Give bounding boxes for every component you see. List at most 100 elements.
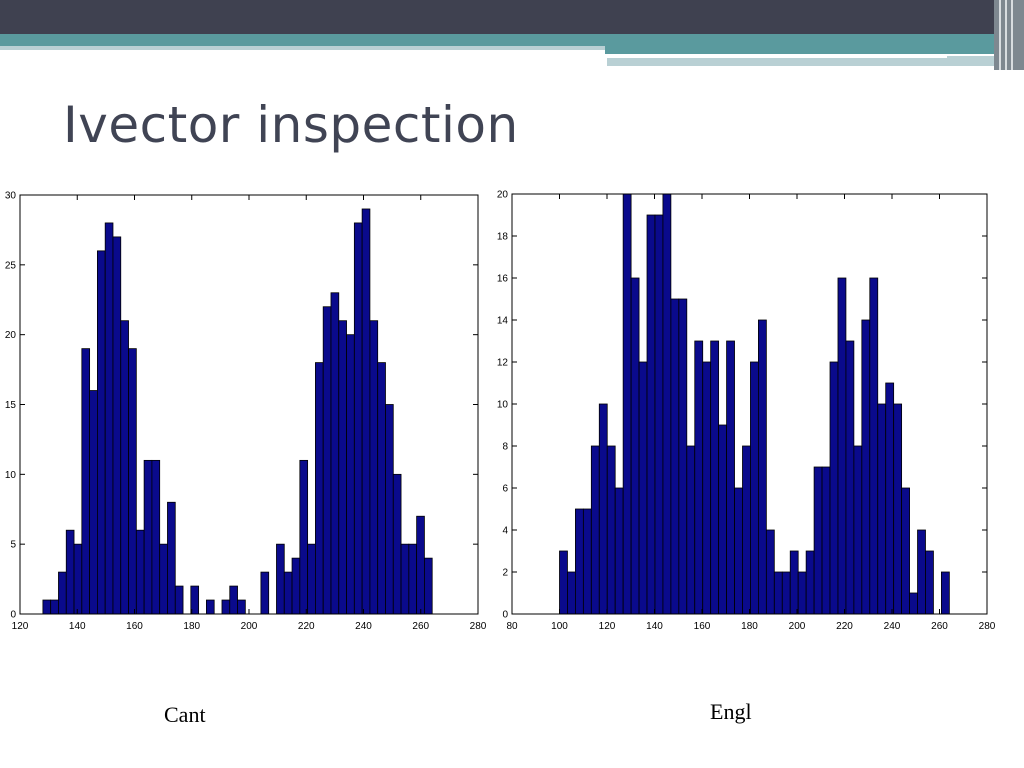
engl-bar <box>901 487 910 615</box>
engl-bar <box>694 340 704 615</box>
cant-bar <box>330 292 340 615</box>
header-edge-bars <box>994 0 1024 70</box>
cant-bar <box>89 390 98 615</box>
header-edge-line-1 <box>999 0 1001 70</box>
engl-bar <box>614 487 624 615</box>
histogram-cant: 120 140 160 180 200 220 240 260 280 0 5 10 15 20 25 30 <box>5 191 487 633</box>
engl-y-tick-label: 0 <box>502 610 508 621</box>
header-band <box>0 0 1024 70</box>
cant-bar <box>322 306 332 615</box>
engl-x-tick-label: 220 <box>836 621 853 632</box>
cant-bar <box>167 501 176 615</box>
engl-y-tick-label: 14 <box>497 316 509 327</box>
engl-y-tick-label: 18 <box>497 232 509 243</box>
engl-x-tick-label: 240 <box>884 621 901 632</box>
cant-bar <box>174 585 184 615</box>
engl-y-tick-label: 20 <box>497 190 509 201</box>
engl-y-tick-label: 6 <box>502 484 508 495</box>
engl-y-tick-label: 8 <box>502 442 508 453</box>
engl-bar <box>837 277 847 615</box>
cant-bar <box>120 320 129 615</box>
cant-bar <box>159 543 168 615</box>
engl-bar <box>662 193 672 615</box>
engl-bar <box>575 508 584 615</box>
engl-y-tick-label: 4 <box>502 526 508 537</box>
engl-y-tick-label: 10 <box>497 400 509 411</box>
cant-bar <box>400 543 410 615</box>
cant-bar <box>143 459 153 615</box>
engl-bar <box>805 550 815 615</box>
engl-bar <box>638 361 648 615</box>
cant-bar <box>424 557 433 615</box>
cant-bar <box>65 529 75 615</box>
engl-bar <box>598 403 608 615</box>
cant-bar <box>135 529 145 615</box>
engl-bar <box>789 550 799 615</box>
cant-bar <box>353 222 363 615</box>
engl-bar <box>829 361 839 615</box>
header-teal-lower <box>605 46 1024 54</box>
cant-x-tick-label: 240 <box>355 621 372 632</box>
engl-bar <box>710 340 720 615</box>
engl-bar <box>606 445 616 615</box>
engl-bar <box>726 340 735 615</box>
cant-bar <box>416 515 425 615</box>
cant-bar <box>112 236 122 615</box>
engl-bar <box>646 214 656 615</box>
cant-y-tick-label: 0 <box>10 610 16 621</box>
cant-bar <box>50 599 59 615</box>
cant-x-tick-label: 260 <box>412 621 429 632</box>
cant-bar <box>315 362 324 615</box>
cant-x-tick-label: 140 <box>69 621 86 632</box>
cant-y-tick-label: 5 <box>10 540 16 551</box>
cant-x-tick-label: 160 <box>126 621 143 632</box>
cant-bar <box>237 599 246 615</box>
cant-bar <box>260 571 270 615</box>
engl-bar <box>845 340 855 615</box>
cant-x-tick-label: 200 <box>241 621 258 632</box>
header-teal-strip <box>0 34 1024 46</box>
header-edge-line-3 <box>1011 0 1013 70</box>
engl-bar <box>742 445 751 615</box>
cant-bar <box>338 320 347 615</box>
engl-y-tick-label: 16 <box>497 274 509 285</box>
cant-bar <box>385 404 394 615</box>
cant-bar <box>307 543 316 615</box>
cant-bar <box>206 599 215 615</box>
cant-bar <box>97 250 106 615</box>
cant-x-tick-label: 220 <box>298 621 315 632</box>
cant-bar <box>229 585 238 615</box>
engl-y-tick-label: 12 <box>497 358 509 369</box>
cant-bar <box>361 208 371 615</box>
engl-bar <box>893 403 903 615</box>
engl-bar <box>654 214 664 615</box>
engl-bar <box>678 298 688 615</box>
cant-bar <box>81 348 91 615</box>
cant-bar <box>128 348 137 615</box>
engl-bar <box>590 445 600 615</box>
slide-title: Ivector inspection <box>63 96 519 154</box>
cant-x-tick-label: 280 <box>470 621 487 632</box>
caption-cant: Cant <box>164 702 206 727</box>
engl-y-tick-label: 2 <box>502 568 508 579</box>
engl-bar <box>567 571 576 615</box>
histogram-engl: 80 100 120 140 160 180 200 220 240 260 280 0 2 4 6 8 10 1… <box>497 190 996 633</box>
header-light-lower <box>607 56 1024 66</box>
cant-x-tick-label: 120 <box>12 621 29 632</box>
engl-bar <box>622 193 632 615</box>
engl-bar <box>940 571 950 615</box>
engl-x-tick-label: 140 <box>646 621 663 632</box>
engl-bar <box>559 550 568 615</box>
engl-bar <box>877 403 887 615</box>
engl-bar <box>630 277 640 615</box>
cant-bar <box>377 362 386 615</box>
cant-x-tick-label: 180 <box>183 621 200 632</box>
cant-bar <box>42 599 52 615</box>
header-white-line <box>607 56 947 58</box>
cant-y-tick-label: 25 <box>5 260 17 271</box>
cant-bar <box>221 599 231 615</box>
header-light-strip <box>0 46 605 50</box>
engl-x-tick-label: 260 <box>931 621 948 632</box>
cant-bar <box>408 543 418 615</box>
cant-y-tick-label: 10 <box>5 470 17 481</box>
